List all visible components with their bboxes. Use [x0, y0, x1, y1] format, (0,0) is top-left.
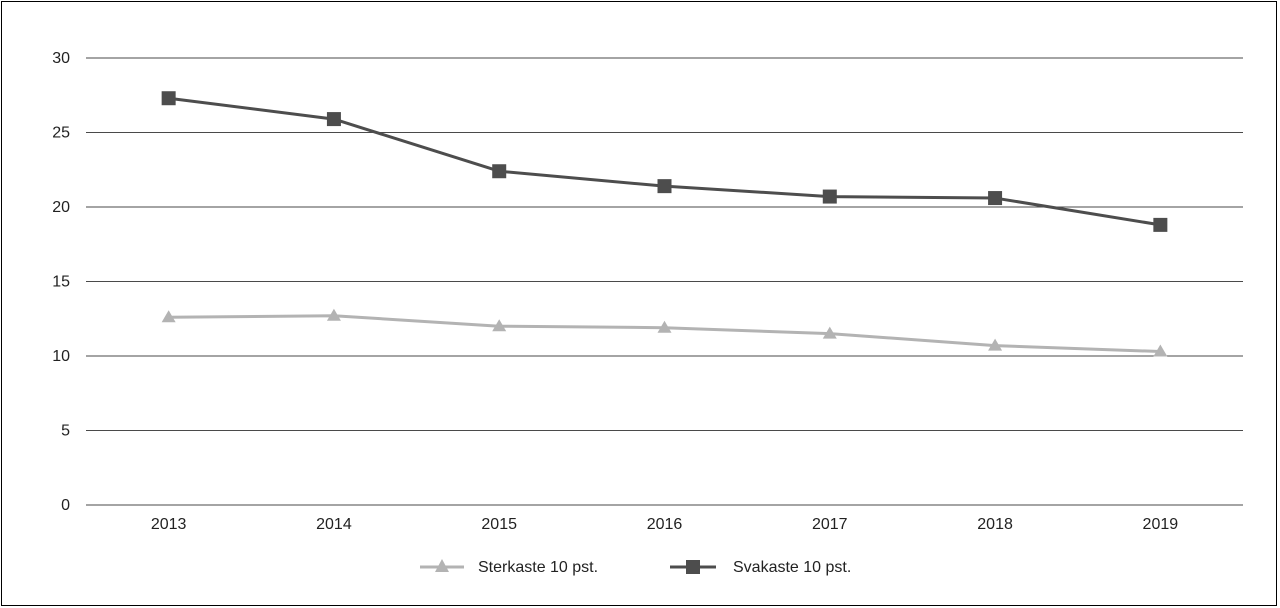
x-tick-label: 2019 — [1143, 516, 1179, 533]
data-point-square — [326, 112, 341, 127]
series-1 — [161, 91, 1168, 232]
y-tick-label: 20 — [52, 199, 70, 216]
data-point-triangle — [1153, 344, 1168, 357]
data-point-square — [657, 179, 672, 194]
y-tick-label: 25 — [52, 125, 70, 142]
y-tick-label: 0 — [61, 497, 70, 514]
data-point-triangle — [988, 338, 1003, 351]
data-point-square — [1153, 217, 1168, 232]
legend: Sterkaste 10 pst. Svakaste 10 pst. — [420, 559, 851, 576]
legend-marker-square — [686, 560, 700, 574]
x-tick-label: 2018 — [977, 516, 1013, 533]
x-tick-label: 2014 — [316, 516, 352, 533]
data-point-triangle — [161, 310, 176, 323]
data-point-triangle — [492, 319, 507, 332]
x-tick-label: 2016 — [647, 516, 683, 533]
x-tick-label: 2015 — [481, 516, 517, 533]
x-axis-ticks: 2013 2014 2015 2016 2017 2018 2019 — [151, 516, 1178, 533]
legend-item-sterkaste: Sterkaste 10 pst. — [420, 559, 598, 576]
y-tick-label: 30 — [52, 50, 70, 67]
legend-label-svakaste: Svakaste 10 pst. — [733, 559, 851, 576]
x-tick-label: 2017 — [812, 516, 848, 533]
legend-item-svakaste: Svakaste 10 pst. — [670, 559, 851, 576]
data-point-square — [161, 91, 176, 106]
y-tick-label: 15 — [52, 274, 70, 291]
legend-marker-triangle — [435, 559, 449, 572]
data-point-triangle — [822, 326, 837, 339]
x-tick-label: 2013 — [151, 516, 187, 533]
series-0 — [161, 308, 1168, 357]
y-tick-label: 10 — [52, 348, 70, 365]
data-point-triangle — [326, 308, 341, 321]
gridlines — [86, 57, 1243, 506]
data-point-square — [988, 191, 1003, 206]
data-point-square — [822, 189, 837, 204]
legend-label-sterkaste: Sterkaste 10 pst. — [478, 559, 598, 576]
y-axis-ticks: 0 5 10 15 20 25 30 — [52, 50, 70, 514]
data-point-square — [492, 164, 507, 179]
data-point-triangle — [657, 320, 672, 333]
series-group — [161, 91, 1168, 357]
y-tick-label: 5 — [61, 423, 70, 440]
series-line — [168, 96, 1161, 227]
